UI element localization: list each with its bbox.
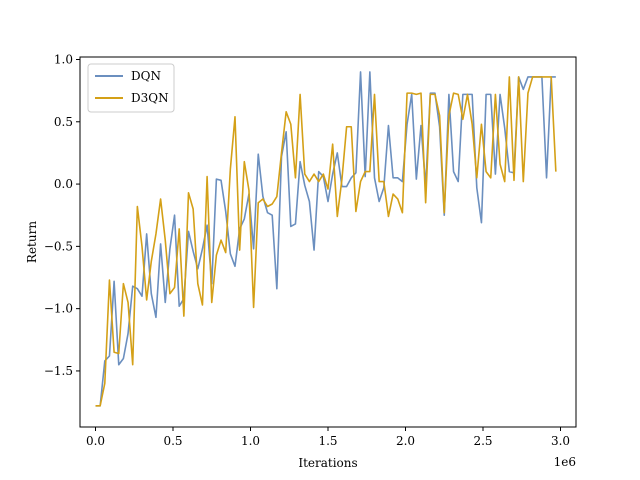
legend-label-dqn: DQN [131, 69, 161, 83]
x-tick-label: 2.5 [473, 434, 492, 448]
x-tick-label: 0.5 [163, 434, 182, 448]
legend: DQN D3QN [87, 63, 175, 113]
x-tick-label: 1.0 [241, 434, 260, 448]
x-axis-label: Iterations [298, 456, 357, 470]
y-tick-label: 1.0 [54, 52, 73, 66]
x-tick-label: 2.0 [396, 434, 415, 448]
y-tick-label: −0.5 [44, 239, 73, 253]
y-axis-label: Return [25, 221, 39, 263]
legend-label-d3qn: D3QN [131, 91, 169, 105]
series-line-d3qn [95, 76, 557, 407]
x-tick-label: 0.0 [86, 434, 105, 448]
series-layer [95, 71, 557, 407]
y-tick-label: −1.0 [44, 302, 73, 316]
series-line-dqn [95, 71, 556, 407]
x-tick-label: 3.0 [551, 434, 570, 448]
x-axis: 0.0 0.5 1.0 1.5 2.0 2.5 3.0 [86, 427, 570, 448]
y-axis: −1.5 −1.0 −0.5 0.0 0.5 1.0 [44, 52, 80, 378]
x-tick-label: 1.5 [318, 434, 337, 448]
y-tick-label: 0.5 [54, 115, 73, 129]
x-offset-label: 1e6 [554, 455, 576, 469]
y-tick-label: −1.5 [44, 364, 73, 378]
y-tick-label: 0.0 [54, 177, 73, 191]
